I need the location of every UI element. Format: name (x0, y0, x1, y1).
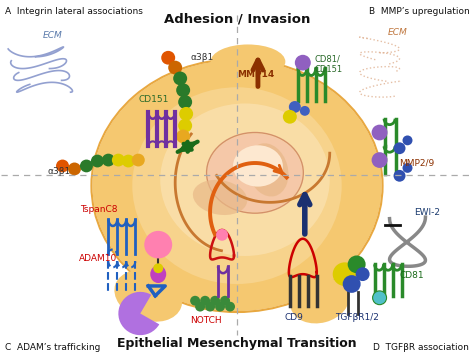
Wedge shape (118, 292, 159, 335)
Circle shape (168, 61, 182, 74)
Text: MMP14: MMP14 (237, 70, 274, 79)
Circle shape (68, 162, 81, 175)
Ellipse shape (132, 87, 342, 284)
Ellipse shape (92, 60, 382, 311)
Circle shape (372, 152, 388, 168)
Circle shape (372, 125, 388, 141)
Text: MMP2/9: MMP2/9 (400, 159, 435, 168)
Ellipse shape (160, 103, 330, 256)
Circle shape (132, 154, 145, 166)
Circle shape (225, 302, 235, 312)
Text: TspanC8: TspanC8 (81, 205, 118, 214)
Circle shape (56, 160, 69, 172)
Ellipse shape (290, 278, 349, 324)
Circle shape (333, 262, 356, 286)
Text: C  ADAM’s trafficking: C ADAM’s trafficking (5, 343, 100, 352)
Circle shape (289, 101, 301, 113)
Circle shape (178, 119, 192, 132)
Circle shape (122, 155, 135, 167)
Text: CD9: CD9 (285, 313, 304, 322)
Circle shape (356, 267, 370, 281)
Circle shape (176, 130, 190, 143)
Text: D  TGFβR association: D TGFβR association (374, 343, 469, 352)
Circle shape (195, 302, 205, 312)
Circle shape (80, 160, 93, 172)
Text: Adhesion / Invasion: Adhesion / Invasion (164, 12, 310, 25)
Text: EWI-2: EWI-2 (414, 208, 440, 217)
Circle shape (161, 51, 175, 65)
Text: Epithelial Mesenchymal Transition: Epithelial Mesenchymal Transition (117, 337, 357, 350)
Text: α3β1: α3β1 (47, 167, 71, 176)
Ellipse shape (247, 143, 289, 196)
Circle shape (144, 231, 172, 258)
Circle shape (295, 55, 311, 70)
Text: ECM: ECM (388, 28, 408, 37)
Circle shape (300, 106, 310, 116)
Text: A  Integrin lateral associations: A Integrin lateral associations (5, 7, 143, 16)
Circle shape (393, 170, 405, 182)
Circle shape (178, 95, 192, 109)
Text: NOTCH: NOTCH (190, 316, 222, 325)
Circle shape (402, 163, 412, 173)
Circle shape (112, 154, 125, 166)
Text: ECM: ECM (43, 31, 63, 40)
Circle shape (393, 142, 405, 154)
Text: CD151: CD151 (138, 95, 169, 104)
Ellipse shape (233, 145, 283, 187)
Circle shape (220, 296, 230, 306)
Circle shape (200, 296, 210, 306)
Circle shape (210, 296, 220, 306)
Circle shape (176, 83, 190, 97)
Circle shape (347, 256, 365, 273)
Circle shape (216, 229, 228, 241)
Text: ADAM10: ADAM10 (79, 255, 117, 263)
Text: CD81/
CD151: CD81/ CD151 (315, 54, 343, 74)
Ellipse shape (208, 133, 302, 212)
Circle shape (373, 291, 387, 305)
Circle shape (190, 296, 200, 306)
Ellipse shape (193, 180, 247, 215)
Circle shape (91, 155, 104, 167)
Circle shape (153, 263, 163, 273)
Circle shape (205, 302, 215, 312)
Circle shape (343, 275, 361, 293)
Text: TGFβR1/2: TGFβR1/2 (335, 313, 379, 322)
Circle shape (179, 107, 193, 121)
Circle shape (283, 110, 297, 124)
Circle shape (102, 154, 115, 166)
Text: α3β1: α3β1 (190, 53, 213, 62)
Ellipse shape (150, 265, 166, 283)
Circle shape (215, 302, 225, 312)
Ellipse shape (210, 45, 285, 79)
Text: B  MMP’s upregulation: B MMP’s upregulation (369, 7, 469, 16)
Ellipse shape (114, 270, 182, 322)
Circle shape (173, 72, 187, 85)
Text: CD81: CD81 (400, 271, 424, 280)
Circle shape (402, 136, 412, 145)
